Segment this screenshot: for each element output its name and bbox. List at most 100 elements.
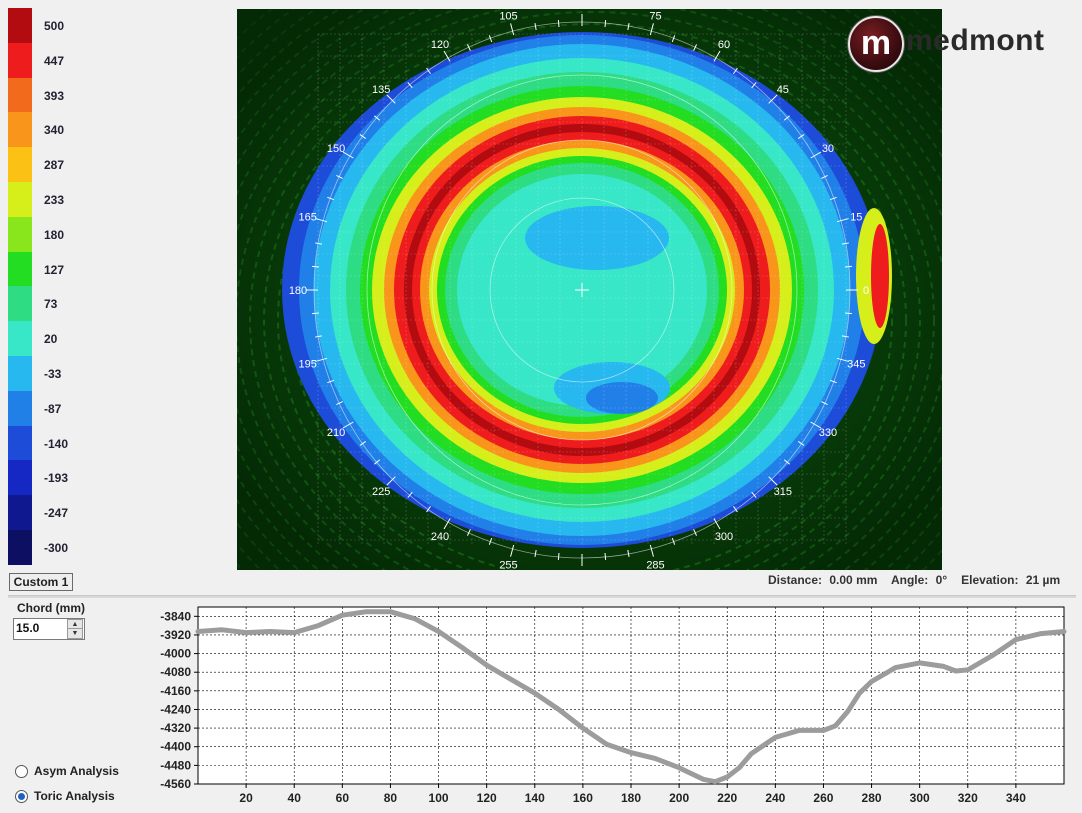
x-tick-label: 320 <box>958 791 978 805</box>
scale-swatch <box>8 42 32 78</box>
scale-swatch <box>8 460 32 496</box>
reference-ring <box>366 74 798 506</box>
y-tick-label: -4160 <box>160 684 191 698</box>
scale-swatch <box>8 8 32 43</box>
angle-tick <box>810 421 822 429</box>
logo-wordmark: medmont <box>906 24 1045 57</box>
angle-tick <box>836 218 849 223</box>
angle-tick <box>467 529 471 536</box>
angle-tick <box>315 218 328 223</box>
angle-tick <box>844 265 853 268</box>
reference-ring <box>431 139 733 441</box>
scale-label: -247 <box>44 506 69 521</box>
chord-input[interactable] <box>16 619 64 637</box>
angle-tick <box>627 549 630 557</box>
y-tick-label: -4560 <box>160 777 191 791</box>
angle-tick <box>829 196 837 201</box>
angle-value: 0° <box>935 573 948 587</box>
angle-tick <box>713 518 721 530</box>
x-tick-label: 140 <box>525 791 545 805</box>
x-tick-label: 280 <box>862 791 882 805</box>
angle-tick <box>783 115 790 121</box>
topography-map[interactable]: 0 15 30 45 60 75 105 120 135 150 165 180 195 210 225 24… <box>237 9 942 570</box>
angle-label: 150 <box>327 143 345 155</box>
angle-tick <box>671 537 676 545</box>
scale-swatch <box>8 286 32 322</box>
angle-tick <box>311 265 320 268</box>
x-tick-label: 300 <box>910 791 930 805</box>
toric-analysis-radio[interactable] <box>15 790 28 803</box>
angle-tick <box>751 82 757 89</box>
angle-tick <box>649 544 654 557</box>
angle-label: 180 <box>289 285 307 297</box>
angle-tick <box>821 401 828 405</box>
angle-label: 315 <box>774 486 792 498</box>
angle-tick <box>407 82 413 89</box>
angle-tick <box>386 476 396 486</box>
chord-spinner[interactable]: ▲ ▼ <box>13 618 85 640</box>
angle-label: 105 <box>499 11 517 23</box>
scale-swatch <box>8 182 32 217</box>
logo-mark: m <box>848 16 904 72</box>
angle-tick <box>841 242 849 245</box>
angle-label: 0 <box>863 285 869 297</box>
angle-label: 285 <box>646 559 664 570</box>
palette-button[interactable]: Custom 1 <box>9 573 73 591</box>
angle-tick <box>426 67 431 75</box>
angle-label: 210 <box>327 427 345 439</box>
asym-analysis-label[interactable]: Asym Analysis <box>34 764 119 778</box>
heatmap-edge <box>871 224 889 328</box>
angle-tick <box>671 35 676 43</box>
asym-analysis-radio[interactable] <box>15 765 28 778</box>
scale-swatch <box>8 390 32 426</box>
x-tick-label: 20 <box>239 791 253 805</box>
angle-label: 240 <box>431 531 449 543</box>
angle-tick <box>733 505 738 513</box>
scale-label: -300 <box>44 541 69 555</box>
angle-label: 30 <box>822 143 834 155</box>
angle-tick <box>315 242 323 245</box>
scale-label: -140 <box>44 436 69 451</box>
angle-tick <box>797 441 805 446</box>
toric-analysis-label[interactable]: Toric Analysis <box>34 789 115 803</box>
y-tick-label: -3840 <box>160 609 191 623</box>
angle-tick <box>342 151 354 159</box>
angle-tick <box>467 44 471 51</box>
y-tick-label: -4240 <box>160 702 191 716</box>
scale-swatch <box>8 216 32 252</box>
y-tick-label: -4320 <box>160 721 191 735</box>
profile-line <box>195 609 1067 785</box>
scale-label: -33 <box>44 367 62 381</box>
distance-value: 0.00 mm <box>829 573 878 587</box>
angle-tick <box>359 134 367 139</box>
angle-label: 75 <box>649 11 661 23</box>
x-tick-label: 120 <box>477 791 497 805</box>
scale-label: 447 <box>44 53 65 68</box>
angle-tick <box>315 357 328 362</box>
angle-tick <box>604 19 607 28</box>
angle-label: 60 <box>718 39 730 51</box>
angle-tick <box>693 529 697 536</box>
map-rings <box>306 14 858 566</box>
medmont-logo: m medmont <box>848 16 1058 72</box>
status-bar: Distance: 0.00 mm Angle: 0° Elevation: 2… <box>768 573 1064 587</box>
angle-tick <box>443 518 451 530</box>
x-tick-label: 80 <box>384 791 398 805</box>
scale-label: 287 <box>44 158 65 173</box>
angle-tick <box>768 476 778 486</box>
x-tick-label: 40 <box>288 791 302 805</box>
scale-swatch <box>8 112 32 148</box>
angle-tick <box>783 459 790 465</box>
angle-label: 195 <box>298 359 316 371</box>
angle-tick <box>488 537 493 545</box>
angle-label: Angle: <box>890 573 929 587</box>
x-tick-label: 260 <box>813 791 833 805</box>
scale-label: 500 <box>44 19 65 33</box>
y-tick-label: -4480 <box>160 758 191 772</box>
scale-label: 233 <box>44 193 65 207</box>
panel-divider <box>8 595 1076 598</box>
spin-down-button[interactable]: ▼ <box>67 628 83 639</box>
angle-label: 45 <box>777 84 789 96</box>
angle-tick <box>443 50 451 62</box>
angle-label: 345 <box>847 359 865 371</box>
